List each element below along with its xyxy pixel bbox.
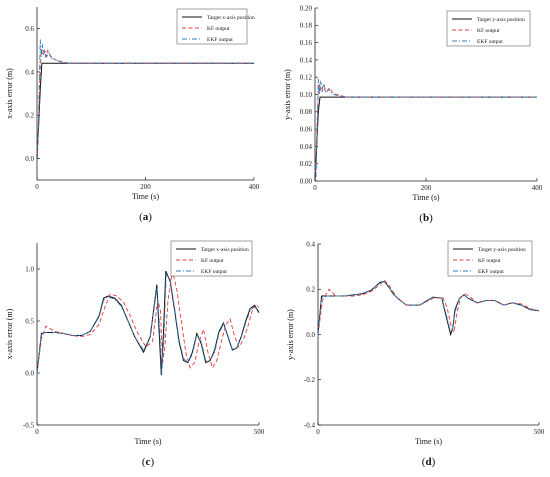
y-tick-label: 0.4 (306, 240, 315, 248)
y-tick-label: 0.08 (300, 108, 313, 116)
x-tick-label: 400 (249, 183, 260, 191)
legend-label: KF output (477, 28, 500, 34)
x-tick-label: 0 (313, 184, 317, 192)
chart-panel-d: -0.4 -0.2 0.0 0.2 0.4 0 500 Time (s) y-axis erro… (286, 240, 545, 468)
chart-panel-c: -0.5 0.0 0.5 1.0 0 500 Time (s) x-axis error (m… (5, 240, 265, 468)
x-tick-label: 200 (421, 184, 432, 192)
y-axis-label: x-axis error (m) (5, 308, 14, 359)
x-axis-label: Time (s) (415, 437, 442, 446)
y-tick-label: 0.20 (300, 4, 313, 12)
y-tick-label: 1.0 (25, 265, 34, 273)
legend-label: KF output (201, 258, 224, 264)
legend-box (170, 240, 253, 277)
y-tick-label: -0.4 (304, 421, 316, 429)
legend-box (447, 240, 533, 277)
y-tick-label: 0.14 (300, 56, 313, 64)
legend-box (176, 8, 248, 45)
series-line-kf (317, 279, 540, 335)
x-tick-label: 0 (35, 183, 39, 191)
panel-label: (a) (139, 211, 152, 223)
legend-label: EKF output (477, 39, 503, 45)
series-line-target (36, 62, 254, 159)
y-tick-label: 0.6 (25, 25, 34, 33)
series-line-target (36, 270, 260, 376)
x-tick-label: 500 (534, 428, 545, 436)
panel-label: (b) (419, 212, 433, 224)
y-tick-label: 0.5 (25, 317, 34, 325)
x-tick-label: 400 (532, 184, 543, 192)
legend-box (446, 10, 531, 47)
y-tick-label: 0.16 (300, 39, 313, 47)
legend-label: Target x-axis position (201, 247, 249, 253)
legend-label: Target y-axis position (478, 247, 526, 253)
legend-label: EKF output (478, 269, 504, 275)
legend-label: EKF output (207, 37, 233, 43)
legend-label: EKF output (201, 269, 227, 275)
y-axis-label: x-axis error (m) (5, 68, 14, 119)
y-tick-label: 0.2 (25, 112, 34, 120)
series-line-kf (314, 84, 537, 173)
y-tick-label: -0.2 (304, 376, 316, 384)
y-tick-label: 0.2 (306, 286, 315, 294)
y-tick-label: 0.04 (300, 143, 313, 151)
x-tick-label: 0 (316, 428, 320, 436)
legend-label: Target y-axis position (477, 17, 525, 23)
y-tick-label: 0.4 (25, 68, 34, 76)
y-tick-label: 0.02 (300, 160, 313, 168)
series-line-ekf (317, 281, 540, 335)
panel-label: (d) (422, 456, 436, 468)
x-axis-label: Time (s) (134, 437, 161, 446)
y-tick-label: 0.18 (300, 22, 313, 30)
x-tick-label: 0 (35, 428, 39, 436)
x-tick-label: 500 (254, 428, 265, 436)
series-line-ekf (36, 272, 260, 374)
y-tick-label: -0.5 (23, 421, 35, 429)
y-tick-label: 0.12 (300, 74, 313, 82)
chart-panel-a: 0.0 0.2 0.4 0.6 0 200 400 Time (s) x-axis error … (5, 7, 260, 223)
series-line-kf (36, 48, 254, 155)
legend-label: KF output (478, 258, 501, 264)
y-tick-label: 0.10 (300, 91, 313, 99)
series-line-ekf (36, 39, 254, 150)
legend-label: KF output (207, 26, 230, 32)
x-axis-label: Time (s) (132, 192, 159, 201)
legend-label: Target x-axis position (207, 15, 255, 21)
series-line-target (314, 96, 537, 182)
x-axis-label: Time (s) (412, 193, 439, 202)
y-tick-label: 0.0 (306, 331, 315, 339)
y-axis-label: y-axis error (m) (283, 69, 292, 120)
series-line-kf (36, 270, 260, 374)
chart-panel-b: 0.00 0.02 0.04 0.06 0.08 0.10 0.12 0.14 0.16 0.18… (283, 4, 543, 224)
y-tick-label: 0.00 (300, 177, 313, 185)
panel-label: (c) (142, 456, 155, 468)
x-tick-label: 200 (140, 183, 151, 191)
series-line-target (317, 280, 540, 337)
series-line-ekf (314, 78, 537, 177)
y-tick-label: 0.0 (25, 155, 34, 163)
y-axis-label: y-axis error (m) (286, 309, 295, 360)
y-tick-label: 0.0 (25, 369, 34, 377)
y-tick-label: 0.06 (300, 126, 313, 134)
